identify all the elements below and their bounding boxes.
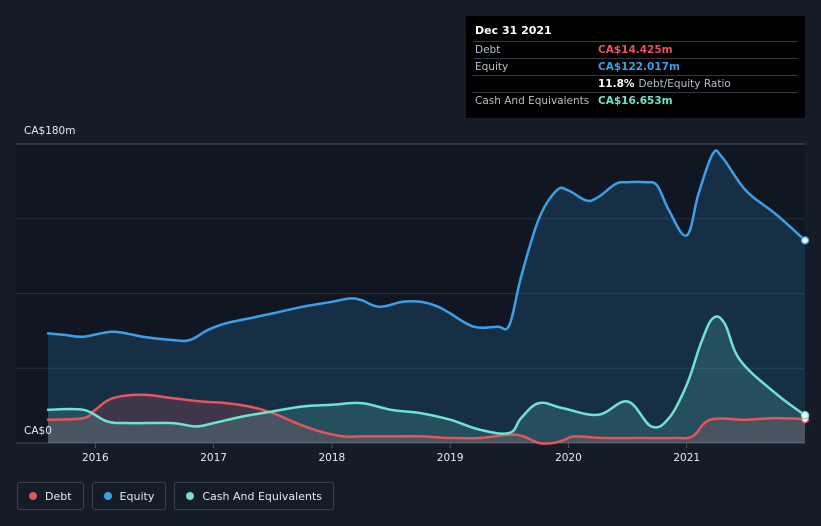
x-tick-label: 2021: [673, 452, 700, 464]
equity-dot-icon: [103, 492, 112, 500]
tooltip-row-cash: Cash And Equivalents CA$16.653m: [473, 92, 798, 109]
tooltip-row-debt: Debt CA$14.425m: [473, 41, 798, 58]
tooltip-equity-label: Equity: [475, 61, 509, 73]
chart-end-markers: [800, 236, 810, 424]
legend-item-equity[interactable]: Equity: [91, 482, 167, 510]
x-tick-label: 2018: [319, 452, 346, 464]
legend-cash-label: Cash And Equivalents: [202, 489, 322, 503]
tooltip-cash-value: CA$16.653m: [598, 95, 673, 107]
y-axis-bottom-label: CA$0: [24, 425, 52, 437]
x-tick-label: 2017: [200, 452, 227, 464]
x-tick-label: 2016: [82, 452, 109, 464]
x-tick-label: 2020: [555, 452, 582, 464]
chart-grid: [16, 143, 805, 444]
area-equity: [48, 150, 805, 443]
area-cash-and-equivalents: [48, 316, 805, 443]
legend-debt-label: Debt: [45, 489, 72, 503]
tooltip-equity-value: CA$122.017m: [598, 61, 680, 73]
end-point-equity[interactable]: [800, 236, 810, 245]
line-debt: [46, 393, 807, 445]
line-cash-and-equivalents: [46, 315, 807, 435]
y-axis-top-label: CA$180m: [24, 125, 75, 137]
area-debt: [48, 394, 805, 444]
tooltip-date: Dec 31 2021: [475, 24, 552, 37]
line-equity: [46, 149, 807, 343]
chart-legend: Debt Equity Cash And Equivalents: [17, 482, 334, 510]
tooltip-cash-label: Cash And Equivalents: [475, 95, 590, 107]
x-tick-label: 2019: [437, 452, 464, 464]
tooltip-debt-value: CA$14.425m: [598, 44, 673, 56]
tooltip-ratio-value: 11.8%: [598, 78, 635, 90]
data-tooltip: Dec 31 2021 Debt CA$14.425m Equity CA$12…: [466, 16, 805, 118]
tooltip-ratio-label: Debt/Equity Ratio: [638, 78, 731, 90]
cash-dot-icon: [186, 492, 195, 500]
chart-lines: [46, 149, 807, 445]
tooltip-debt-label: Debt: [475, 44, 501, 56]
debt-dot-icon: [29, 492, 37, 500]
end-point-cash-and-equivalents[interactable]: [800, 411, 810, 420]
legend-item-debt[interactable]: Debt: [17, 482, 84, 510]
legend-item-cash[interactable]: Cash And Equivalents: [174, 482, 334, 510]
legend-equity-label: Equity: [119, 489, 155, 503]
tooltip-row-ratio: 11.8% Debt/Equity Ratio: [473, 75, 798, 92]
chart-areas: [48, 150, 805, 444]
tooltip-row-equity: Equity CA$122.017m: [473, 58, 798, 75]
x-axis-ticks: 2016 2017 2018 2019 2020 2021: [82, 443, 700, 464]
